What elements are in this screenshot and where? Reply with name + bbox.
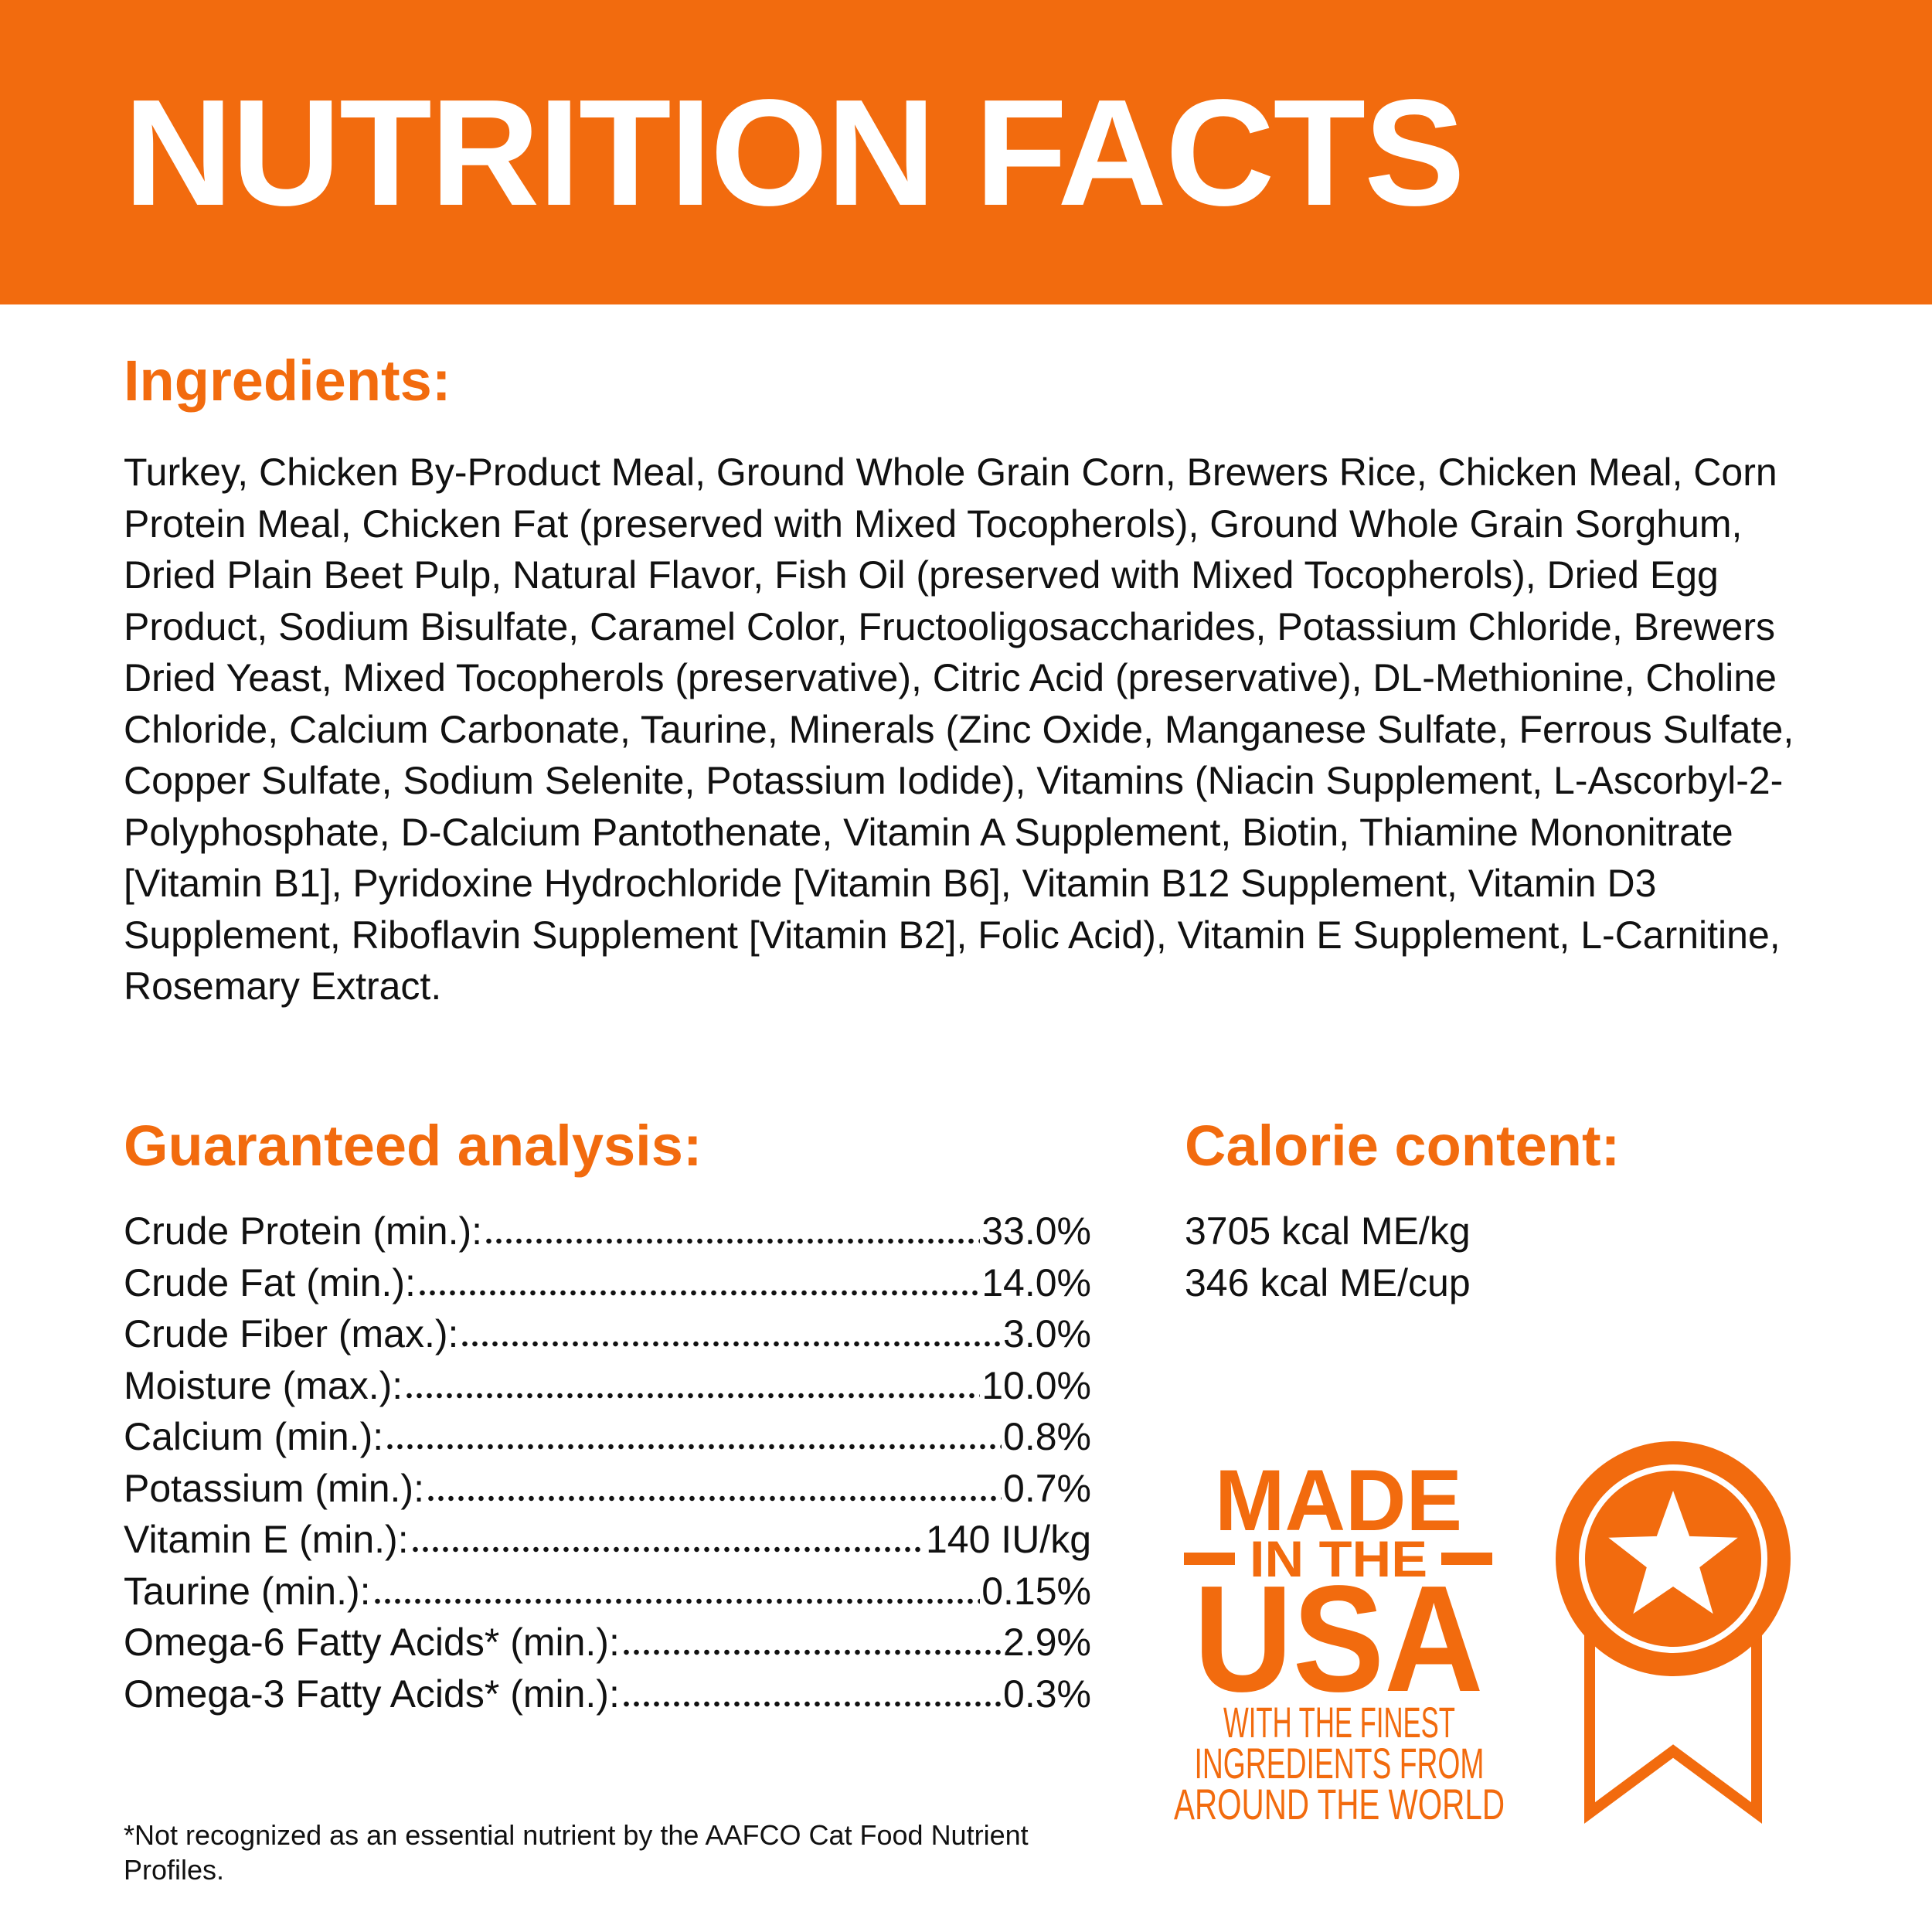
nutrient-label: Crude Fat (min.):: [124, 1260, 416, 1304]
nutrient-label: Crude Fiber (max.):: [124, 1312, 459, 1355]
nutrient-value: 10.0%: [981, 1363, 1091, 1407]
analysis-row: Crude Fat (min.): 14.0%: [124, 1257, 1091, 1309]
star: [1608, 1491, 1738, 1614]
badge-text: INGREDIENTS FROM: [1195, 1739, 1485, 1787]
nutrient-label: Calcium (min.):: [124, 1415, 384, 1458]
badge-text: AROUND THE WORLD: [1174, 1780, 1505, 1828]
badge-text: USA: [1194, 1554, 1484, 1723]
nutrient-value: 0.15%: [981, 1569, 1091, 1613]
badge-rule: [1441, 1553, 1492, 1565]
analysis-row: Omega-3 Fatty Acids* (min.): 0.3%: [124, 1668, 1091, 1720]
section-heading: Guaranteed analysis:: [124, 1114, 702, 1178]
analysis-row: Moisture (max.): 10.0%: [124, 1360, 1091, 1412]
dot-leader: [621, 1649, 1002, 1655]
analysis-row: Crude Protein (min.): 33.0%: [124, 1206, 1091, 1257]
dot-leader: [460, 1341, 1002, 1347]
badge-text: WITH THE FINEST: [1223, 1698, 1455, 1747]
dot-leader: [621, 1700, 1002, 1707]
nutrient-label: Taurine (min.):: [124, 1569, 371, 1613]
dot-leader: [385, 1444, 1002, 1450]
nutrient-value: 3.0%: [1003, 1312, 1091, 1355]
dot-leader: [404, 1392, 981, 1399]
nutrient-label: Vitamin E (min.):: [124, 1518, 409, 1561]
nutrient-label: Moisture (max.):: [124, 1363, 403, 1407]
nutrient-value: 0.7%: [1003, 1466, 1091, 1510]
nutrient-value: 33.0%: [981, 1209, 1091, 1253]
ingredients-text: Turkey, Chicken By-Product Meal, Ground …: [124, 451, 1794, 1008]
nutrient-label: Omega-3 Fatty Acids* (min.):: [124, 1672, 620, 1716]
header-bar: [0, 0, 1932, 304]
section-heading: Ingredients:: [124, 349, 451, 413]
nutrient-value: 2.9%: [1003, 1621, 1091, 1664]
dot-leader: [410, 1546, 924, 1553]
calorie-list: 3705 kcal ME/kg 346 kcal ME/cup: [1185, 1206, 1471, 1308]
badge-text: IN THE: [1250, 1530, 1427, 1587]
analysis-row: Taurine (min.): 0.15%: [124, 1566, 1091, 1617]
title: NUTRITION FACTS: [124, 68, 1465, 237]
dot-leader: [484, 1238, 981, 1244]
badge-text: MADE: [1215, 1452, 1462, 1549]
nutrient-label: Omega-6 Fatty Acids* (min.):: [124, 1621, 620, 1664]
analysis-row: Potassium (min.): 0.7%: [124, 1463, 1091, 1515]
calorie-line: 3705 kcal ME/kg: [1185, 1209, 1471, 1253]
dot-leader: [372, 1597, 981, 1604]
dot-leader: [425, 1495, 1002, 1502]
nutrient-value: 14.0%: [981, 1260, 1091, 1304]
nutrient-value: 140 IU/kg: [925, 1518, 1091, 1561]
medal-ring: [1579, 1464, 1767, 1653]
badge-rule: [1184, 1553, 1235, 1565]
analysis-row: Vitamin E (min.): 140 IU/kg: [124, 1514, 1091, 1566]
footnote: *Not recognized as an essential nutrient…: [124, 1819, 1029, 1886]
section-heading: Calorie content:: [1185, 1114, 1621, 1178]
calorie-line: 346 kcal ME/cup: [1185, 1260, 1471, 1304]
nutrient-value: 0.3%: [1003, 1672, 1091, 1716]
analysis-row: Crude Fiber (max.): 3.0%: [124, 1308, 1091, 1360]
analysis-table: Crude Protein (min.): 33.0% Crude Fat (min…: [124, 1206, 1091, 1719]
analysis-row: Calcium (min.): 0.8%: [124, 1411, 1091, 1463]
dot-leader: [417, 1289, 981, 1296]
analysis-row: Omega-6 Fatty Acids* (min.): 2.9%: [124, 1617, 1091, 1668]
nutrient-value: 0.8%: [1003, 1415, 1091, 1458]
nutrient-label: Potassium (min.):: [124, 1466, 424, 1510]
nutrient-label: Crude Protein (min.):: [124, 1209, 483, 1253]
